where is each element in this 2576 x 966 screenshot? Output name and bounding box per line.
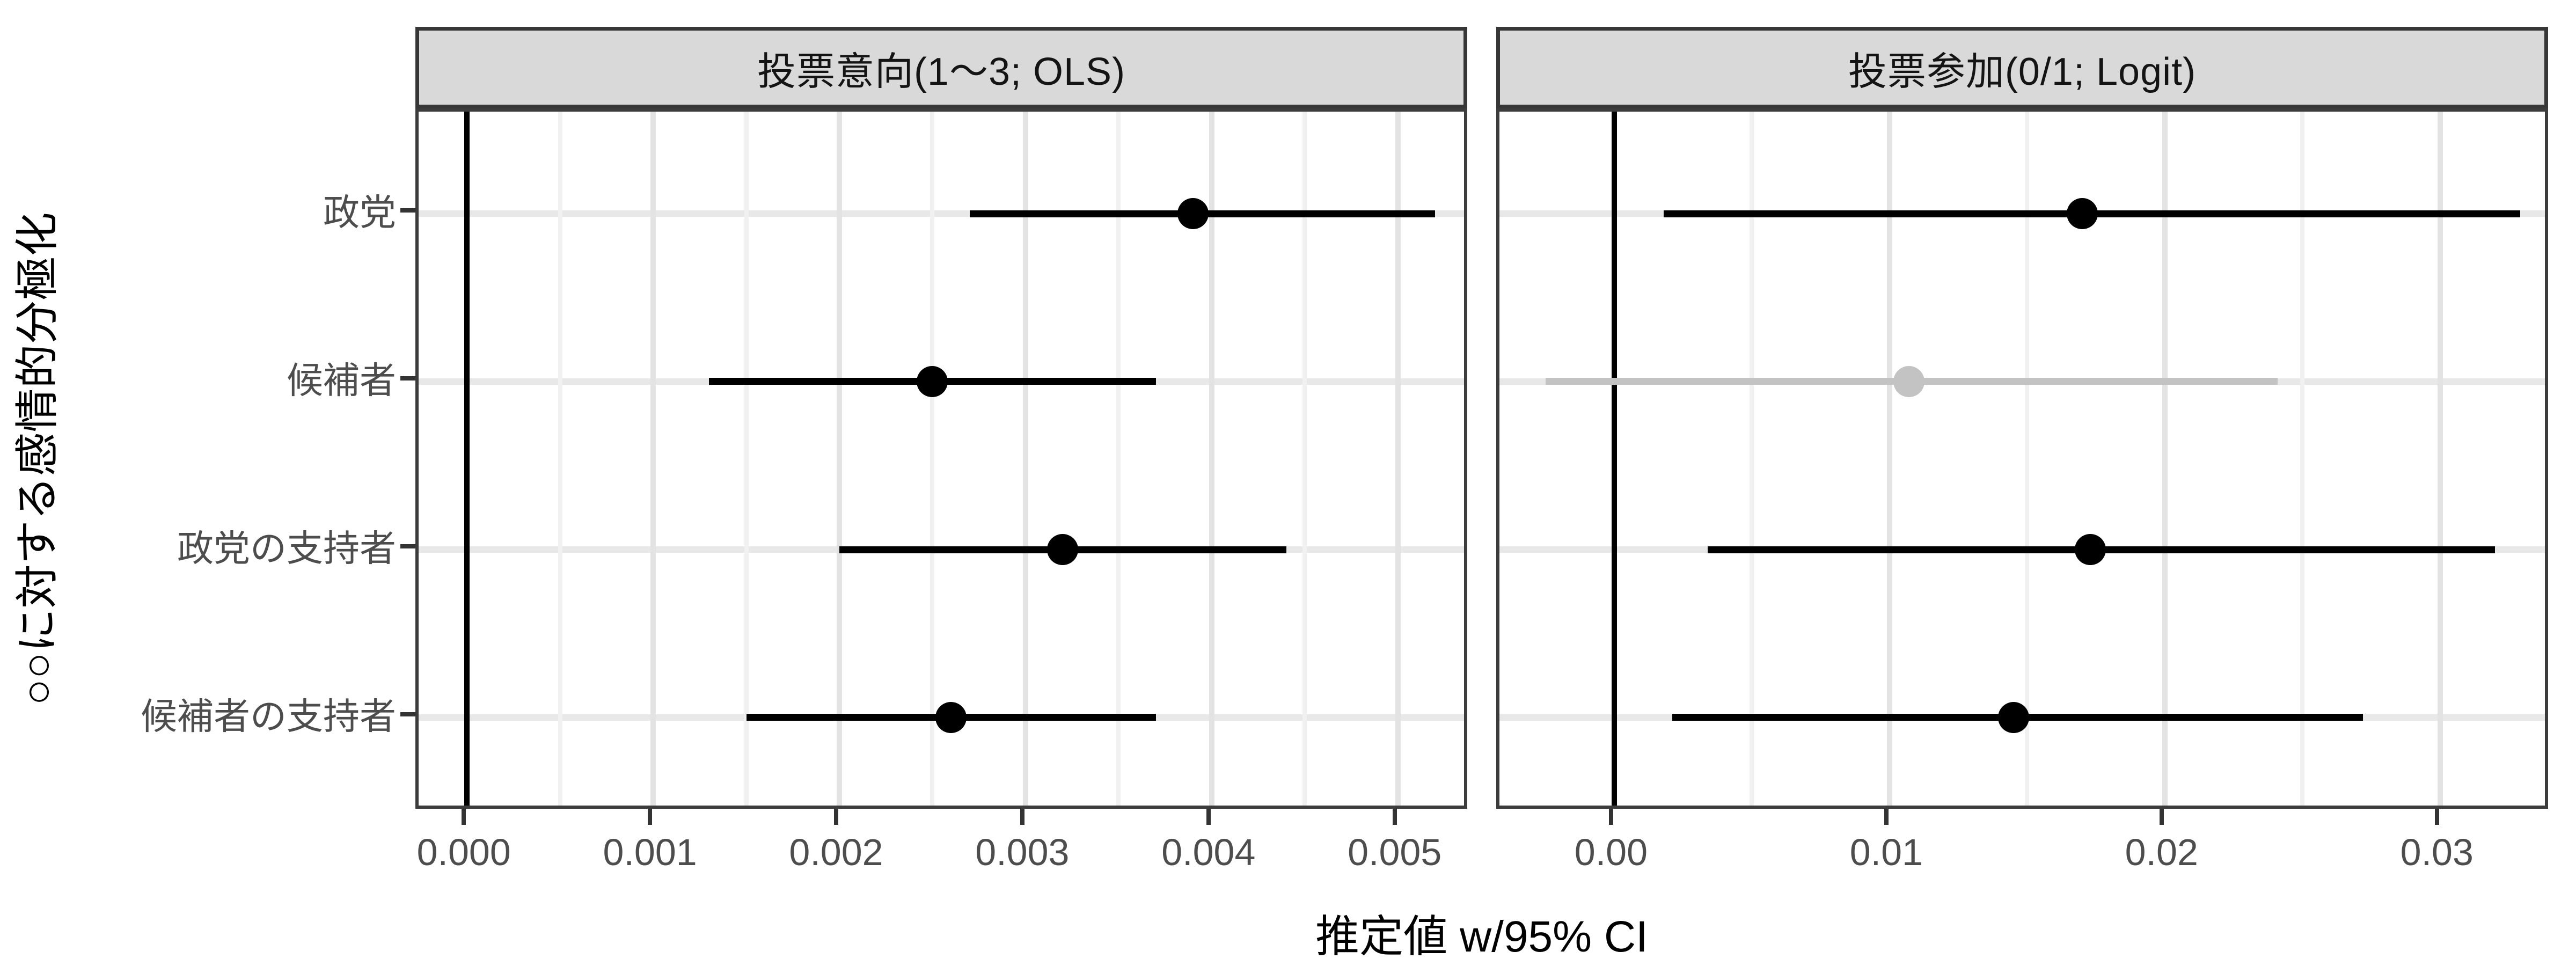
x-tick-label: 0.002 — [789, 831, 883, 873]
estimate-point — [1177, 198, 1209, 229]
gridline-vertical-minor — [2025, 112, 2030, 806]
gridline-vertical-major — [650, 112, 656, 806]
gridline-vertical-minor — [1302, 112, 1307, 806]
gridline-vertical-minor — [2300, 112, 2305, 806]
gridline-vertical-major — [1022, 112, 1028, 806]
x-tick-mark — [462, 809, 466, 825]
x-axis-title: 推定値 w/95% CI — [1315, 912, 1648, 961]
gridline-vertical-minor — [1750, 112, 1754, 806]
x-tick-mark — [1206, 809, 1211, 825]
y-tick-mark — [400, 712, 415, 716]
y-tick-label: 候補者の支持者 — [140, 696, 396, 737]
gridline-vertical-major — [2162, 112, 2168, 806]
x-tick-label: 0.004 — [1161, 831, 1256, 873]
x-tick-mark — [1392, 809, 1397, 825]
x-tick-mark — [1020, 809, 1024, 825]
gridline-vertical-minor — [558, 112, 562, 806]
x-tick-label: 0.01 — [1849, 831, 1923, 873]
y-tick-mark — [400, 544, 415, 549]
gridline-vertical-major — [2437, 112, 2443, 806]
gridline-vertical-major — [1209, 112, 1214, 806]
estimate-point — [2075, 534, 2106, 566]
x-tick-mark — [1608, 809, 1613, 825]
facet-panel — [1496, 108, 2548, 809]
y-tick-label: 政党の支持者 — [177, 528, 396, 569]
facet-strip: 投票参加(0/1; Logit) — [1496, 27, 2548, 108]
gridline-vertical-minor — [744, 112, 749, 806]
y-axis-title: ○○に対する感情的分極化 — [13, 212, 62, 706]
x-tick-label: 0.02 — [2125, 831, 2198, 873]
facet-panel — [415, 108, 1467, 809]
estimate-point — [917, 365, 948, 397]
x-tick-label: 0.00 — [1574, 831, 1648, 873]
gridline-vertical-minor — [930, 112, 935, 806]
estimate-point — [1047, 534, 1079, 566]
facet-strip-label: 投票意向(1〜3; OLS) — [757, 50, 1126, 93]
x-tick-mark — [834, 809, 838, 825]
estimate-point — [1893, 365, 1924, 397]
y-tick-label: 政党 — [323, 192, 396, 233]
x-tick-label: 0.001 — [603, 831, 697, 873]
x-tick-label: 0.005 — [1348, 831, 1442, 873]
zero-reference-line — [464, 112, 470, 806]
y-tick-mark — [400, 208, 415, 213]
x-tick-label: 0.003 — [975, 831, 1070, 873]
estimate-point — [935, 701, 967, 733]
x-tick-label: 0.03 — [2400, 831, 2473, 873]
y-tick-mark — [400, 376, 415, 380]
facet-strip: 投票意向(1〜3; OLS) — [415, 27, 1467, 108]
x-tick-mark — [1884, 809, 1889, 825]
estimate-point — [2066, 198, 2098, 229]
estimate-point — [1997, 701, 2029, 733]
gridline-vertical-major — [1395, 112, 1401, 806]
facet-strip-label: 投票参加(0/1; Logit) — [1848, 50, 2197, 93]
x-tick-mark — [648, 809, 653, 825]
zero-reference-line — [1611, 112, 1617, 806]
gridline-vertical-major — [1886, 112, 1892, 806]
y-tick-label: 候補者 — [286, 360, 396, 401]
x-tick-mark — [2434, 809, 2439, 825]
x-tick-mark — [2159, 809, 2164, 825]
gridline-vertical-minor — [1116, 112, 1121, 806]
gridline-vertical-major — [837, 112, 842, 806]
x-tick-label: 0.000 — [416, 831, 511, 873]
